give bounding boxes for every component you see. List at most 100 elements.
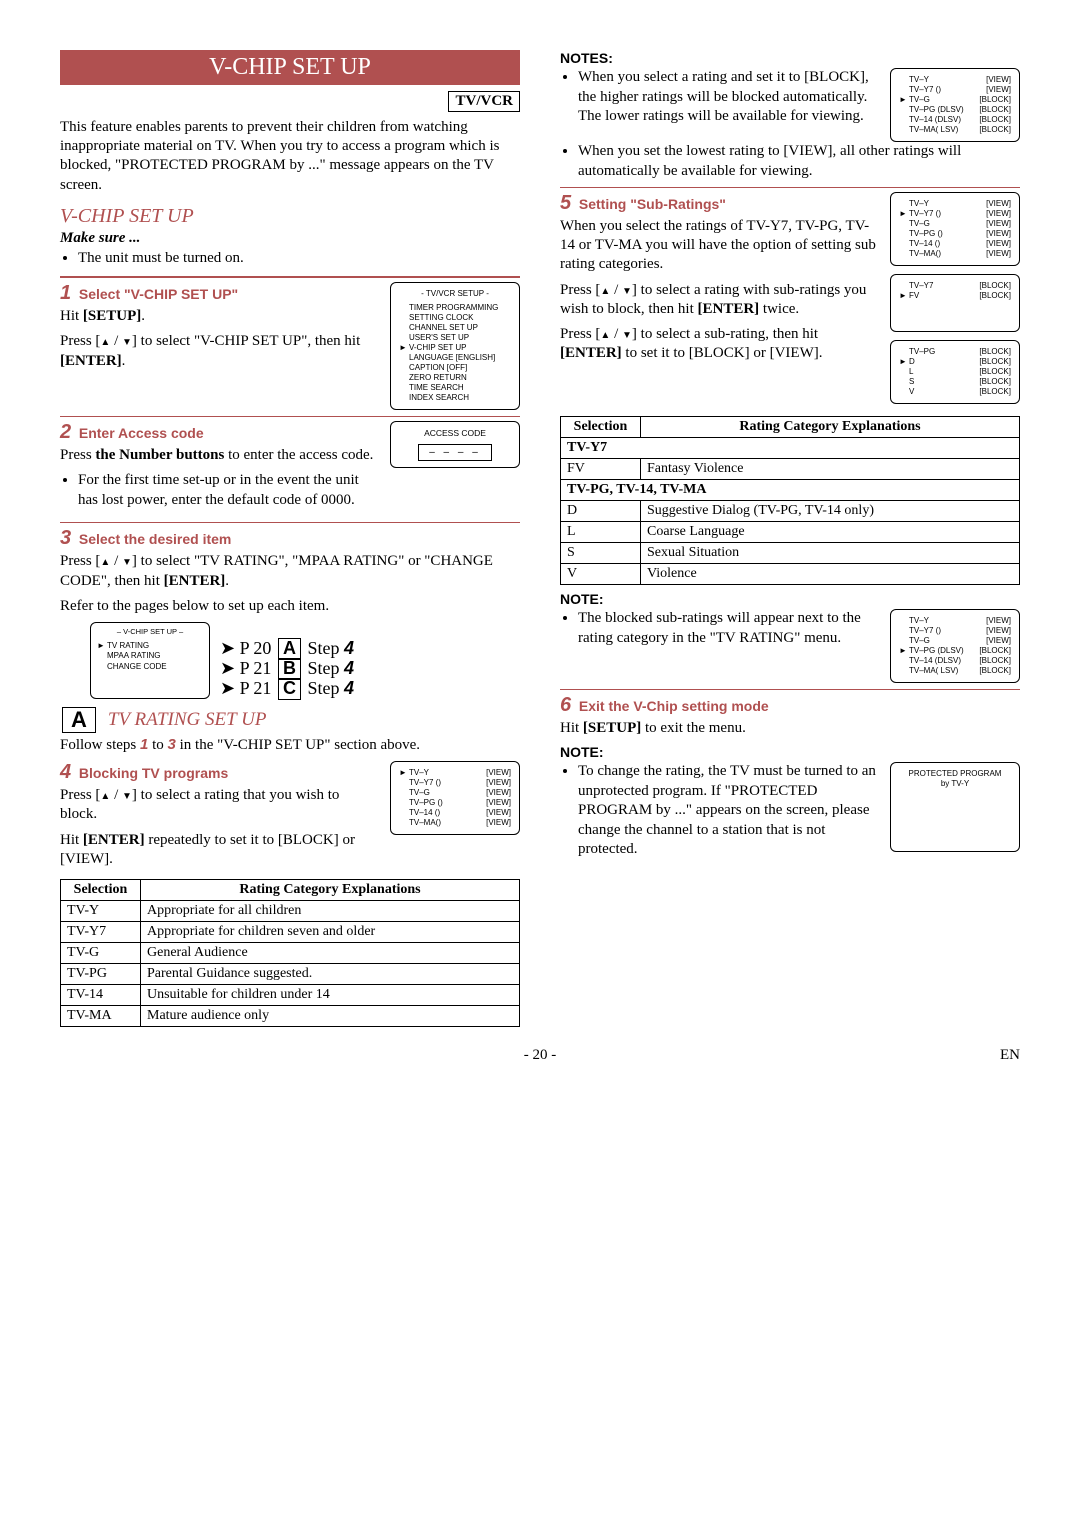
step-3-number: 3 [60,527,71,549]
down-icon [122,333,132,349]
step-1-line1: Hit [SETUP]. [60,307,380,326]
step-6: 6 Exit the V-Chip setting mode [560,694,1020,717]
t: 4 [344,658,354,678]
step-4-line2: Hit [ENTER] repeatedly to set it to [BLO… [60,831,380,869]
arrow-ref-A: ➤ P 20 A Step 4 [220,638,354,660]
t: . [141,308,145,324]
makesure-list: The unit must be turned on. [60,249,520,269]
vchip-menu-diagram: – V-CHIP SET UP –►TV RATINGMPAA RATINGCH… [90,622,310,699]
down-icon [122,787,132,803]
up-icon [100,553,110,569]
note-3: The blocked sub-ratings will appear next… [578,609,880,648]
t: Hit [60,308,83,324]
osd-tvrating-view: ►TV–Y[VIEW]TV–Y7 ()[VIEW]TV–G[VIEW]TV–PG… [390,761,520,835]
osd-y7-sub: TV–Y7[BLOCK]► FV[BLOCK] [890,274,1020,332]
step-2-bullets: For the first time set-up or in the even… [60,471,380,510]
step-3-line2: Refer to the pages below to set up each … [60,597,520,616]
t: to [148,737,167,753]
note-4-row: To change the rating, the TV must be tur… [560,762,1020,866]
lang-code: EN [1000,1047,1020,1064]
tv-rating-heading: A TV RATING SET UP [60,707,520,733]
arrow-ref-B: ➤ P 21 B Step 4 [220,658,354,680]
up-icon [600,282,610,298]
t: Follow steps [60,737,140,753]
t: to enter the access code. [224,447,373,463]
step-5-number: 5 [560,192,571,214]
t: ] to select "V-CHIP SET UP", then hit [132,333,360,349]
intro-text: This feature enables parents to prevent … [60,118,520,195]
down-icon [122,553,132,569]
ref-step-3: 3 [168,736,176,753]
t: P 21 [240,658,276,678]
makesure-item: The unit must be turned on. [78,249,520,269]
note-2: When you set the lowest rating to [VIEW]… [578,142,1020,181]
divider [560,187,1020,188]
notes-heading: NOTES: [560,50,1020,66]
step-5-body2: Press [ / ] to select a rating with sub-… [560,281,880,319]
letter-A: A [62,707,96,733]
left-column: V-CHIP SET UP TV/VCR This feature enable… [60,50,520,1027]
protected-line2: by TV-Y [899,779,1011,789]
step-2-title: Enter Access code [79,425,204,441]
osd-access-code: ACCESS CODE – – – – [390,421,520,468]
t: . [225,573,229,589]
step-2: 2 Enter Access code Press the Number but… [60,421,520,516]
note-1: When you select a rating and set it to [… [578,68,880,127]
box-A: A [278,638,301,660]
t: P 21 [240,678,276,698]
down-icon [622,326,632,342]
page-footer: - 20 - EN [60,1047,1020,1064]
osd-tvvcr-setup: - TV/VCR SETUP -TIMER PROGRAMMINGSETTING… [390,282,520,410]
step-1-number: 1 [60,282,71,304]
t: Step [303,678,344,698]
t: Step [303,638,344,658]
t: in the "V-CHIP SET UP" section above. [176,737,420,753]
t: Press [60,447,95,463]
note-3-row: The blocked sub-ratings will appear next… [560,609,1020,683]
rating-table-1: SelectionRating Category ExplanationsTV-… [60,879,520,1027]
osd-pg-sub: TV–PG[BLOCK]► D[BLOCK] L[BLOCK] S[BLOCK]… [890,340,1020,404]
tv-rating-title: TV RATING SET UP [108,709,267,731]
arrow-ref-C: ➤ P 21 C Step 4 [220,678,354,700]
step-6-title: Exit the V-Chip setting mode [579,698,769,714]
up-icon [600,326,610,342]
step-5: 5 Setting "Sub-Ratings" When you select … [560,192,1020,412]
step-6-number: 6 [560,694,571,716]
step-4-number: 4 [60,761,71,783]
t: [ENTER] [164,573,226,589]
osd-vchip-setup: – V-CHIP SET UP –►TV RATINGMPAA RATINGCH… [90,622,210,699]
osd-sub-allview: TV–Y[VIEW]►TV–Y7 ()[VIEW]TV–G[VIEW]TV–PG… [890,192,1020,266]
box-C: C [278,678,301,700]
t: Press [ [560,326,600,342]
t: ] to select a sub-rating, then hit [632,326,818,342]
t: to set it to [BLOCK] or [VIEW]. [622,345,823,361]
up-icon [100,787,110,803]
section-banner: V-CHIP SET UP [60,50,520,85]
t: twice. [759,301,799,317]
step-5-body3: Press [ / ] to select a sub-rating, then… [560,325,880,363]
t: Press [ [60,333,100,349]
vchip-setup-heading: V-CHIP SET UP [60,205,520,228]
box-B: B [278,658,301,680]
step-5-body1: When you select the ratings of TV-Y7, TV… [560,217,880,275]
note-heading-3: NOTE: [560,744,1020,760]
t: 4 [344,638,354,658]
step-4: 4 Blocking TV programs Press [ / ] to se… [60,761,520,875]
t: Press [ [60,787,100,803]
t: [ENTER] [560,345,622,361]
manual-page: V-CHIP SET UP TV/VCR This feature enable… [0,0,1080,1084]
step-3-title: Select the desired item [79,531,232,547]
divider [60,276,520,278]
step-6-body: Hit [SETUP] to exit the menu. [560,719,1020,738]
step-5-title: Setting "Sub-Ratings" [579,196,726,212]
t: . [122,353,126,369]
makesure-label: Make sure ... [60,230,520,247]
step-2-bullet: For the first time set-up or in the even… [78,471,380,510]
osd-blocked-example: TV–Y[VIEW]TV–Y7 ()[VIEW]►TV–G[BLOCK]TV–P… [890,68,1020,142]
step-1-line2: Press [ / ] to select "V-CHIP SET UP", t… [60,332,380,370]
t: Hit [60,832,83,848]
note-heading-2: NOTE: [560,591,1020,607]
note-4: To change the rating, the TV must be tur… [578,762,880,860]
step-3-line1: Press [ / ] to select "TV RATING", "MPAA… [60,552,520,590]
t: [ENTER] [83,832,145,848]
